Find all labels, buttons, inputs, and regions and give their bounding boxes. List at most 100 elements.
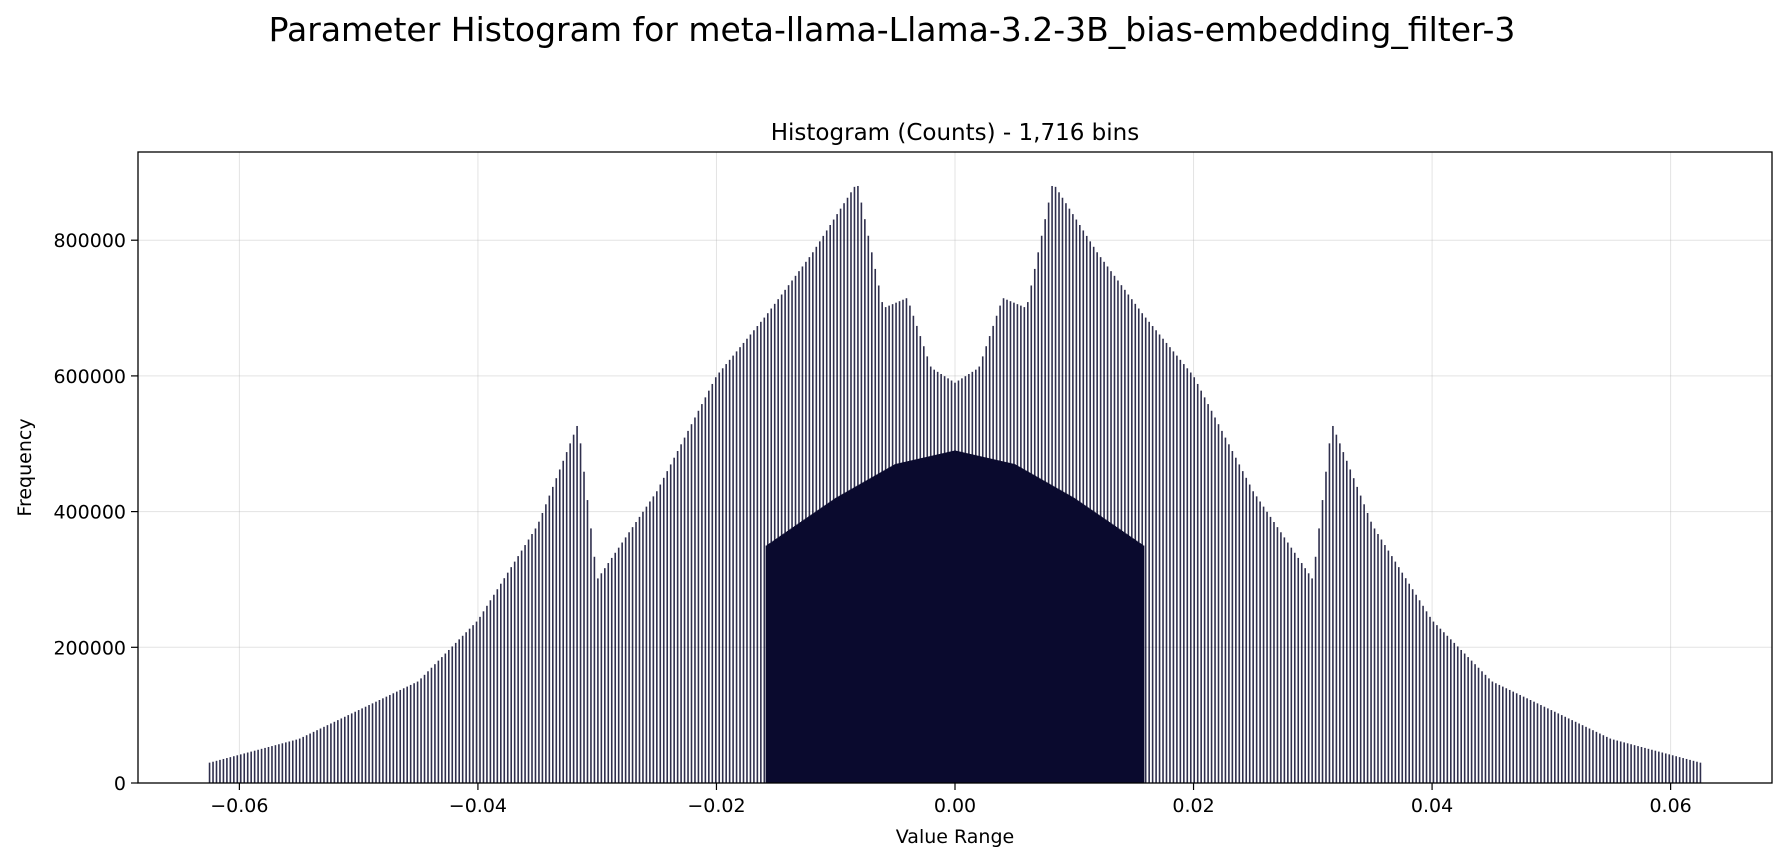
histogram-bar xyxy=(865,480,868,783)
histogram-bar xyxy=(1436,625,1438,783)
histogram-bar xyxy=(631,527,634,783)
histogram-bar xyxy=(239,754,242,783)
histogram-bar xyxy=(1008,462,1011,783)
histogram-bar xyxy=(1387,550,1390,783)
histogram-bar xyxy=(855,486,857,783)
histogram-bar xyxy=(645,506,648,783)
histogram-bar xyxy=(364,706,367,783)
histogram-bar xyxy=(402,688,405,783)
histogram-bar xyxy=(895,463,898,783)
histogram-bar xyxy=(995,459,998,783)
histogram-bar xyxy=(903,462,906,783)
histogram-bar xyxy=(1038,478,1041,783)
histogram-bar xyxy=(811,513,814,783)
histogram-bar xyxy=(1012,463,1015,783)
histogram-bar xyxy=(1049,484,1052,783)
histogram-bar xyxy=(1065,203,1067,784)
histogram-bar xyxy=(988,458,991,783)
histogram-bar xyxy=(915,459,918,783)
histogram-bar xyxy=(614,552,617,783)
histogram-bar xyxy=(208,762,211,783)
histogram-bar xyxy=(987,458,989,783)
histogram-bar xyxy=(493,594,495,783)
histogram-bar xyxy=(944,452,947,783)
histogram-bar xyxy=(1210,410,1213,783)
histogram-bar xyxy=(604,568,606,783)
histogram-bar xyxy=(607,563,610,783)
histogram-bar xyxy=(1050,485,1053,783)
histogram-bar xyxy=(833,498,836,783)
histogram-bar xyxy=(1110,523,1113,783)
histogram-bar xyxy=(990,458,993,783)
histogram-bar xyxy=(1108,522,1111,783)
histogram-bar xyxy=(822,506,824,783)
histogram-bar xyxy=(1661,752,1664,783)
histogram-bar xyxy=(1366,512,1369,783)
histogram-bar xyxy=(808,516,810,783)
histogram-bar xyxy=(1084,505,1087,783)
histogram-bar xyxy=(1415,594,1417,783)
histogram-bar xyxy=(347,715,350,783)
histogram-bar xyxy=(835,497,837,783)
histogram-bar xyxy=(1140,543,1142,783)
histogram-bar xyxy=(791,527,794,783)
histogram-bar xyxy=(792,526,795,783)
histogram-bar xyxy=(666,471,669,783)
histogram-bar xyxy=(610,557,613,783)
histogram-bar xyxy=(1384,545,1386,783)
histogram-bar xyxy=(793,526,796,783)
histogram-bar xyxy=(965,453,968,783)
histogram-bar xyxy=(1068,495,1071,783)
histogram-bar xyxy=(1297,557,1300,783)
histogram-bar xyxy=(1404,578,1407,783)
histogram-bar xyxy=(1162,338,1164,783)
histogram-bar xyxy=(1088,508,1091,783)
histogram-bar xyxy=(970,454,973,783)
histogram-bar xyxy=(1307,573,1310,783)
histogram-bar xyxy=(1074,498,1077,783)
histogram-bar xyxy=(1512,691,1515,783)
histogram-bar xyxy=(500,583,502,783)
histogram-bar xyxy=(892,465,895,783)
histogram-bar xyxy=(250,751,252,783)
histogram-bar xyxy=(1228,444,1230,783)
histogram-bar xyxy=(972,454,975,783)
histogram-bar xyxy=(1567,718,1570,783)
histogram-bar xyxy=(1126,534,1128,783)
histogram-bar xyxy=(538,521,540,783)
histogram-bar xyxy=(1574,721,1577,783)
histogram-bar xyxy=(954,450,956,783)
histogram-bar xyxy=(1432,621,1435,783)
histogram-bar xyxy=(309,733,311,783)
histogram-bar xyxy=(777,537,780,783)
histogram-bar xyxy=(1027,471,1029,783)
histogram-bar xyxy=(340,718,343,783)
histogram-bar xyxy=(952,450,955,783)
histogram-bar xyxy=(931,455,934,783)
histogram-bar xyxy=(1536,703,1539,783)
histogram-bar xyxy=(924,457,927,783)
histogram-bar xyxy=(916,459,919,783)
histogram-bar xyxy=(816,510,819,783)
histogram-bar xyxy=(569,443,571,783)
histogram-bar xyxy=(267,746,270,783)
histogram-bar xyxy=(1692,760,1695,783)
histogram-bar xyxy=(617,547,620,783)
histogram-bar xyxy=(925,456,928,783)
histogram-bar xyxy=(1045,482,1048,783)
histogram-bar xyxy=(1352,478,1355,783)
histogram-bar xyxy=(1095,513,1098,783)
histogram-bar xyxy=(825,504,828,783)
histogram-bar xyxy=(1269,516,1272,783)
histogram-bar xyxy=(465,632,467,783)
histogram-bar xyxy=(732,355,734,783)
histogram-bar xyxy=(885,469,888,783)
histogram-bar xyxy=(945,452,948,783)
histogram-bar xyxy=(219,759,221,783)
histogram-bar xyxy=(1060,490,1062,783)
histogram-bar xyxy=(828,502,830,783)
histogram-bar xyxy=(798,522,801,783)
histogram-bar xyxy=(1010,463,1013,783)
histogram-bar xyxy=(486,605,488,783)
histogram-bar xyxy=(676,451,679,783)
